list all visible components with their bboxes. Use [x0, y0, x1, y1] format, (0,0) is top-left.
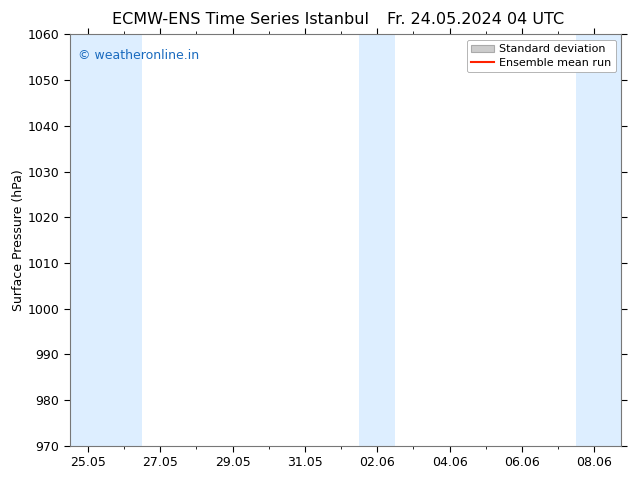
Text: Fr. 24.05.2024 04 UTC: Fr. 24.05.2024 04 UTC — [387, 12, 564, 27]
Y-axis label: Surface Pressure (hPa): Surface Pressure (hPa) — [11, 169, 25, 311]
Text: © weatheronline.in: © weatheronline.in — [78, 49, 199, 62]
Bar — [576, 34, 630, 446]
Bar — [70, 34, 142, 446]
Bar — [359, 34, 395, 446]
Legend: Standard deviation, Ensemble mean run: Standard deviation, Ensemble mean run — [467, 40, 616, 72]
Text: ECMW-ENS Time Series Istanbul: ECMW-ENS Time Series Istanbul — [112, 12, 370, 27]
